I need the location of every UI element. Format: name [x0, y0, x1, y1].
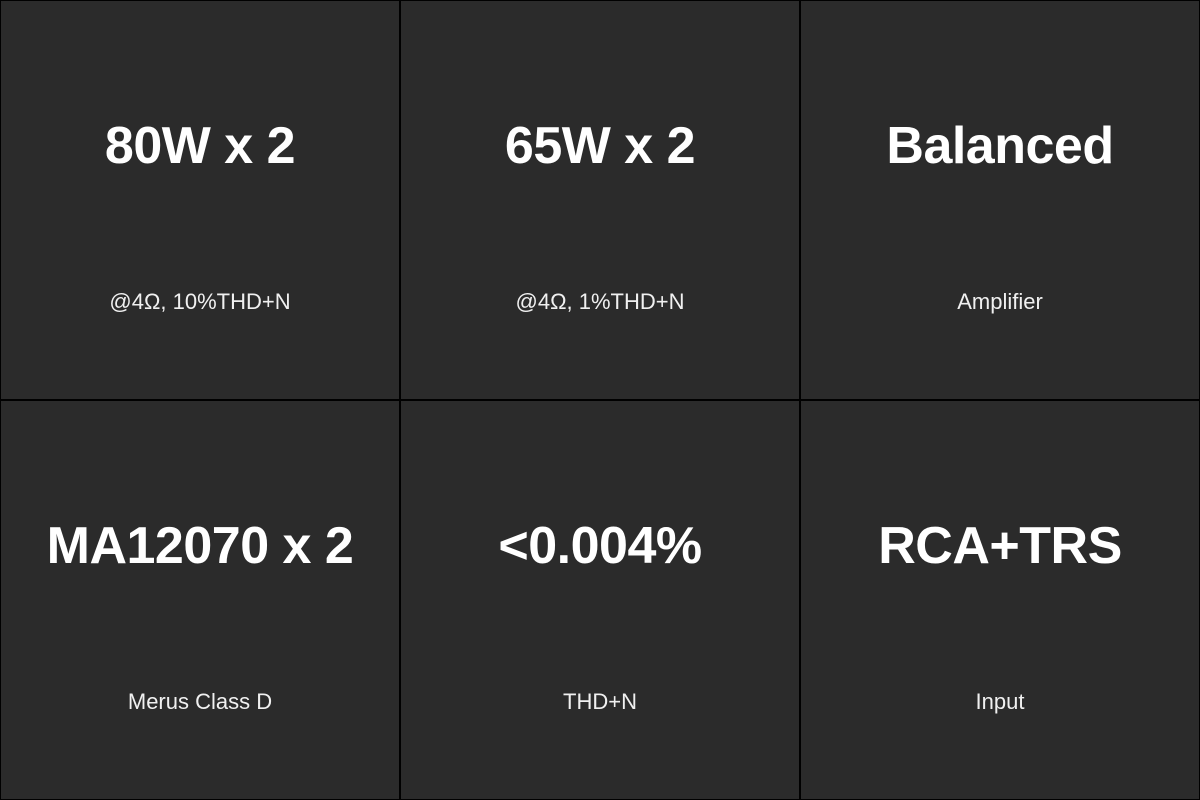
spec-label: THD+N: [563, 689, 637, 715]
spec-value: RCA+TRS: [878, 516, 1122, 576]
spec-value: 80W x 2: [105, 116, 295, 176]
spec-cell: <0.004% THD+N: [400, 400, 800, 800]
spec-label: Input: [976, 689, 1025, 715]
spec-cell: 80W x 2 @4Ω, 10%THD+N: [0, 0, 400, 400]
spec-value: 65W x 2: [505, 116, 695, 176]
spec-cell: RCA+TRS Input: [800, 400, 1200, 800]
spec-label: Merus Class D: [128, 689, 272, 715]
spec-cell: Balanced Amplifier: [800, 0, 1200, 400]
spec-cell: 65W x 2 @4Ω, 1%THD+N: [400, 0, 800, 400]
spec-grid: 80W x 2 @4Ω, 10%THD+N 65W x 2 @4Ω, 1%THD…: [0, 0, 1200, 800]
spec-label: Amplifier: [957, 289, 1043, 315]
spec-value: Balanced: [886, 116, 1113, 176]
spec-label: @4Ω, 1%THD+N: [516, 289, 685, 315]
spec-value: <0.004%: [498, 516, 701, 576]
spec-value: MA12070 x 2: [47, 516, 354, 576]
spec-cell: MA12070 x 2 Merus Class D: [0, 400, 400, 800]
spec-label: @4Ω, 10%THD+N: [109, 289, 290, 315]
